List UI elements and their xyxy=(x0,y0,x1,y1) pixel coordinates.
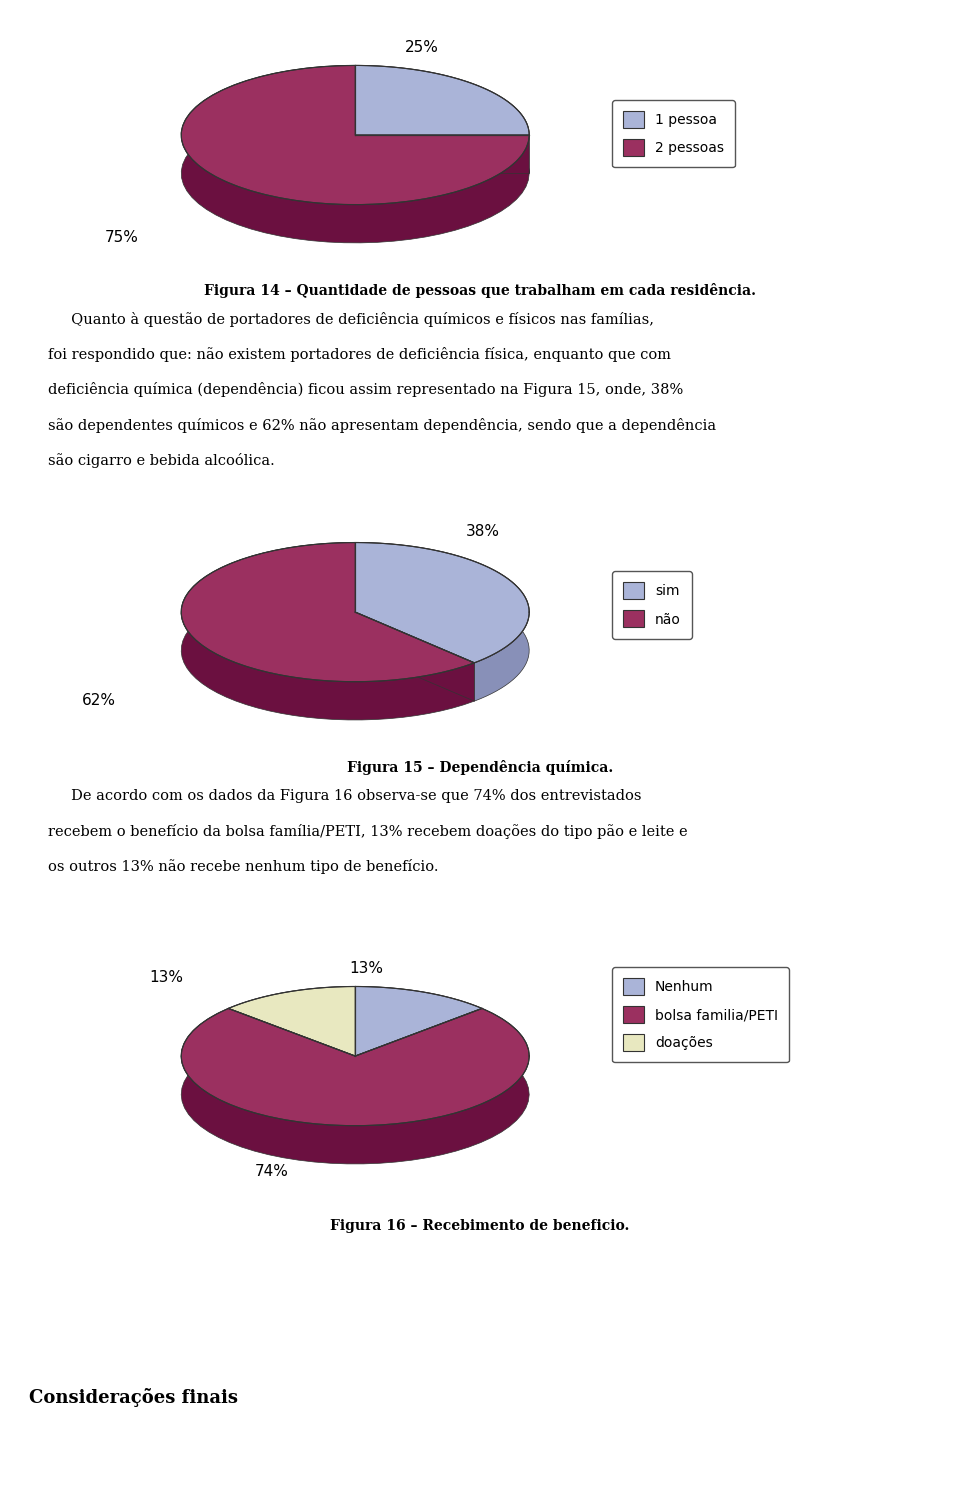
Text: 25%: 25% xyxy=(405,39,439,54)
Legend: sim, não: sim, não xyxy=(612,572,692,638)
Text: 38%: 38% xyxy=(467,524,500,539)
Text: 13%: 13% xyxy=(349,960,383,975)
Legend: 1 pessoa, 2 pessoas: 1 pessoa, 2 pessoas xyxy=(612,101,735,167)
Text: 62%: 62% xyxy=(82,694,116,709)
Legend: Nenhum, bolsa familia/PETI, doações: Nenhum, bolsa familia/PETI, doações xyxy=(612,968,789,1063)
Text: 74%: 74% xyxy=(254,1165,289,1180)
Polygon shape xyxy=(228,986,355,1057)
Text: 13%: 13% xyxy=(149,969,183,984)
Text: recebem o benefício da bolsa família/PETI, 13% recebem doações do tipo pão e lei: recebem o benefício da bolsa família/PET… xyxy=(48,825,687,838)
Polygon shape xyxy=(355,986,482,1046)
Text: os outros 13% não recebe nenhum tipo de benefício.: os outros 13% não recebe nenhum tipo de … xyxy=(48,859,439,874)
Text: Figura 15 – Dependência química.: Figura 15 – Dependência química. xyxy=(347,760,613,775)
Polygon shape xyxy=(181,1008,529,1163)
Text: foi respondido que: não existem portadores de deficiência física, enquanto que c: foi respondido que: não existem portador… xyxy=(48,346,671,361)
Polygon shape xyxy=(181,65,529,205)
Polygon shape xyxy=(181,542,474,682)
Text: são cigarro e bebida alcoólica.: são cigarro e bebida alcoólica. xyxy=(48,453,275,468)
Polygon shape xyxy=(355,986,482,1057)
Polygon shape xyxy=(228,986,355,1046)
Polygon shape xyxy=(181,542,474,719)
Polygon shape xyxy=(181,1008,529,1126)
Text: Considerações finais: Considerações finais xyxy=(29,1388,238,1407)
Polygon shape xyxy=(355,65,529,173)
Polygon shape xyxy=(355,542,529,701)
Text: Quanto à questão de portadores de deficiência químicos e físicos nas famílias,: Quanto à questão de portadores de defici… xyxy=(48,312,654,327)
Polygon shape xyxy=(181,65,529,242)
Text: 75%: 75% xyxy=(105,230,138,245)
Text: Figura 16 – Recebimento de beneficio.: Figura 16 – Recebimento de beneficio. xyxy=(330,1219,630,1233)
Text: De acordo com os dados da Figura 16 observa-se que 74% dos entrevistados: De acordo com os dados da Figura 16 obse… xyxy=(48,789,641,802)
Text: são dependentes químicos e 62% não apresentam dependência, sendo que a dependênc: são dependentes químicos e 62% não apres… xyxy=(48,417,716,432)
Polygon shape xyxy=(355,542,529,662)
Polygon shape xyxy=(355,65,529,135)
Text: Figura 14 – Quantidade de pessoas que trabalham em cada residência.: Figura 14 – Quantidade de pessoas que tr… xyxy=(204,283,756,298)
Text: deficiência química (dependência) ficou assim representado na Figura 15, onde, 3: deficiência química (dependência) ficou … xyxy=(48,382,684,397)
